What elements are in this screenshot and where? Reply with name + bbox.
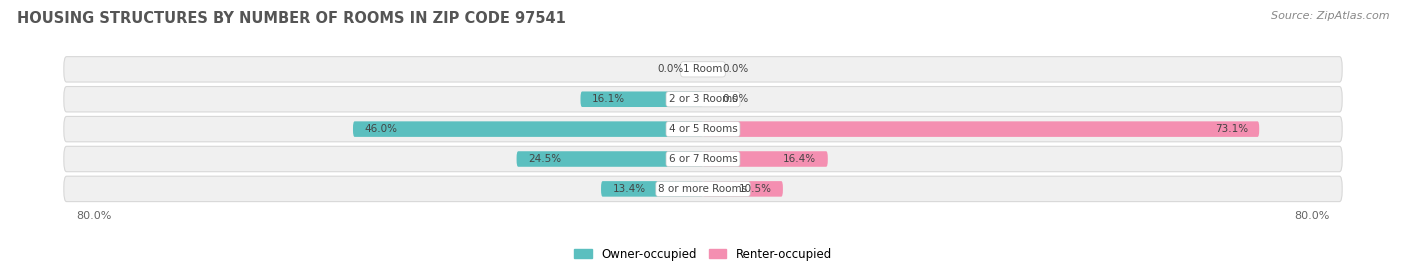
Text: 80.0%: 80.0% — [1294, 211, 1330, 221]
Text: 80.0%: 80.0% — [76, 211, 112, 221]
Text: 16.1%: 16.1% — [592, 94, 626, 104]
Text: 16.4%: 16.4% — [783, 154, 817, 164]
Text: Source: ZipAtlas.com: Source: ZipAtlas.com — [1271, 11, 1389, 21]
FancyBboxPatch shape — [63, 146, 1343, 172]
FancyBboxPatch shape — [63, 176, 1343, 201]
Text: 0.0%: 0.0% — [723, 94, 748, 104]
Text: 0.0%: 0.0% — [658, 64, 683, 74]
Text: 73.1%: 73.1% — [1215, 124, 1247, 134]
FancyBboxPatch shape — [63, 116, 1343, 142]
Text: 0.0%: 0.0% — [723, 64, 748, 74]
Text: 2 or 3 Rooms: 2 or 3 Rooms — [669, 94, 737, 104]
FancyBboxPatch shape — [353, 121, 703, 137]
Legend: Owner-occupied, Renter-occupied: Owner-occupied, Renter-occupied — [569, 243, 837, 265]
Text: 46.0%: 46.0% — [364, 124, 398, 134]
FancyBboxPatch shape — [63, 87, 1343, 112]
Text: 13.4%: 13.4% — [613, 184, 645, 194]
FancyBboxPatch shape — [516, 151, 703, 167]
FancyBboxPatch shape — [703, 121, 1260, 137]
Text: 6 or 7 Rooms: 6 or 7 Rooms — [669, 154, 737, 164]
Text: 24.5%: 24.5% — [529, 154, 561, 164]
FancyBboxPatch shape — [703, 181, 783, 197]
FancyBboxPatch shape — [581, 91, 703, 107]
Text: 1 Room: 1 Room — [683, 64, 723, 74]
FancyBboxPatch shape — [703, 151, 828, 167]
FancyBboxPatch shape — [63, 57, 1343, 82]
FancyBboxPatch shape — [600, 181, 703, 197]
Text: 4 or 5 Rooms: 4 or 5 Rooms — [669, 124, 737, 134]
Text: 8 or more Rooms: 8 or more Rooms — [658, 184, 748, 194]
Text: 10.5%: 10.5% — [738, 184, 772, 194]
Text: HOUSING STRUCTURES BY NUMBER OF ROOMS IN ZIP CODE 97541: HOUSING STRUCTURES BY NUMBER OF ROOMS IN… — [17, 11, 565, 26]
